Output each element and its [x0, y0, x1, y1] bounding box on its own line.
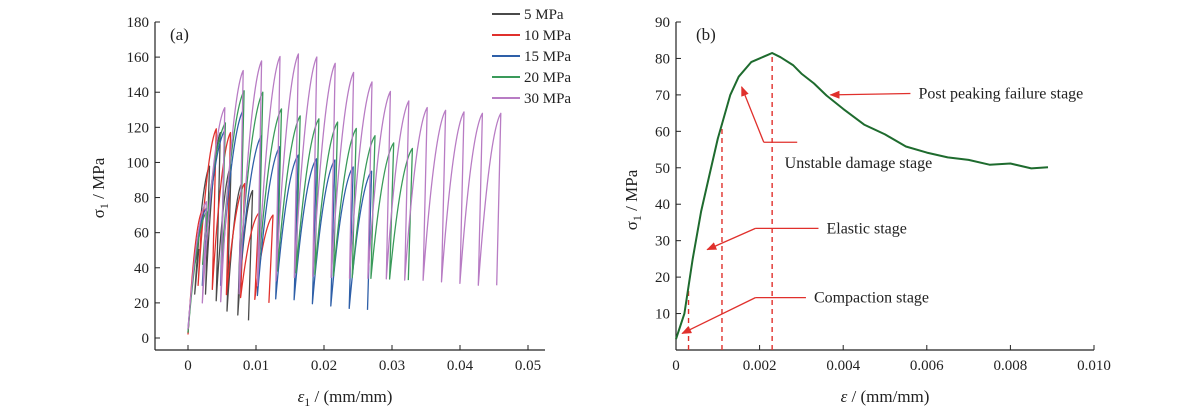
panel-a-axes — [154, 22, 545, 351]
panel-a-x-tick-label: 0.05 — [515, 358, 541, 374]
panel-b-ticks: 0 0.002 0.004 0.006 0.008 0.010 10 20 30 40 50 60 70… — [655, 15, 1111, 374]
panel-b-y-axis-symbol: σ — [622, 221, 641, 230]
panel-b-label: (b) — [696, 25, 716, 44]
panel-a-series-4 — [187, 53, 502, 330]
panel-a-x-tick-label: 0.01 — [243, 358, 269, 374]
panel-a-y-tick-label: 20 — [134, 296, 149, 312]
panel-b-y-tick-label: 60 — [655, 124, 670, 140]
panel-a-x-axis-unit: / (mm/mm) — [310, 387, 392, 406]
panel-a-y-tick-label: 80 — [134, 191, 149, 207]
panel-b-x-axis-symbol: ε — [841, 387, 848, 406]
panel-a-x-axis-label: ε1 / (mm/mm) — [298, 387, 393, 409]
panel-a-y-tick-label: 60 — [134, 226, 149, 242]
panel-a-x-tick-label: 0.02 — [311, 358, 337, 374]
panel-b-x-tick-label: 0.002 — [743, 358, 777, 374]
panel-b-y-tick-label: 70 — [655, 88, 670, 104]
panel-a: (a) 0 0.01 0.02 0.03 0.04 0.05020406080100120… — [89, 7, 571, 409]
panel-b: (b) 0 0.002 0.004 0.006 0.008 0.010 10 20 30 40 50… — [622, 15, 1111, 406]
panel-a-series-0 — [187, 131, 254, 333]
panel-b-x-tick-label: 0.004 — [826, 358, 860, 374]
legend-label: 10 MPa — [524, 28, 571, 44]
panel-b-y-tick-label: 30 — [655, 234, 670, 250]
panel-b-stress-strain-curve — [675, 52, 1049, 340]
panel-a-x-tick-label: 0.04 — [447, 358, 474, 374]
panel-a-x-tick-label: 0.03 — [379, 358, 405, 374]
panel-b-y-tick-label: 80 — [655, 51, 670, 67]
legend-label: 15 MPa — [524, 49, 571, 65]
stage-annotation-label: Unstable damage stage — [785, 155, 933, 172]
panel-b-stage-lines — [687, 52, 773, 350]
panel-a-x-axis-symbol: ε — [298, 387, 305, 406]
panel-b-y-tick-label: 40 — [655, 197, 670, 213]
panel-a-label: (a) — [170, 25, 189, 44]
panel-b-x-tick-label: 0 — [672, 358, 680, 374]
panel-b-y-tick-label: 50 — [655, 161, 670, 177]
panel-a-y-axis-subscript: 1 — [97, 203, 111, 209]
panel-a-series — [187, 53, 502, 335]
annotation-arrow — [829, 90, 911, 99]
panel-b-y-tick-label: 90 — [655, 15, 670, 31]
panel-b-y-axis-unit: / MPa — [622, 169, 641, 215]
panel-b-x-tick-label: 0.006 — [910, 358, 944, 374]
panel-a-y-axis-symbol: σ — [89, 209, 108, 218]
panel-b-x-tick-label: 0.010 — [1077, 358, 1111, 374]
panel-a-y-tick-label: 120 — [127, 120, 150, 136]
panel-b-y-tick-label: 10 — [655, 307, 670, 323]
stage-annotation-label: Elastic stage — [826, 220, 906, 237]
stage-annotation-label: Post peaking failure stage — [918, 86, 1083, 103]
panel-a-x-tick-label: 0 — [184, 358, 192, 374]
panel-b-x-axis-label: ε / (mm/mm) — [841, 387, 930, 406]
annotation-arrow — [741, 86, 765, 143]
legend-label: 20 MPa — [524, 70, 571, 86]
annotation-arrow — [681, 297, 756, 335]
panel-a-x-axis-subscript: 1 — [304, 395, 310, 409]
panel-b-series — [675, 52, 1049, 340]
panel-b-y-axis-label: σ1 / MPa — [622, 169, 644, 230]
panel-a-y-tick-label: 0 — [142, 331, 150, 347]
panel-a-y-tick-label: 40 — [134, 261, 149, 277]
panel-a-y-axis-label: σ1 / MPa — [89, 157, 111, 218]
panel-b-annotations: Post peaking failure stage Unstable damag… — [681, 86, 1083, 335]
panel-a-y-tick-label: 180 — [127, 15, 150, 31]
panel-a-y-tick-label: 160 — [127, 50, 150, 66]
panel-a-y-tick-label: 100 — [127, 155, 150, 171]
legend-label: 30 MPa — [524, 91, 571, 107]
panel-b-axes — [675, 22, 1094, 351]
annotation-arrow — [706, 227, 756, 251]
panel-b-y-tick-label: 20 — [655, 270, 670, 286]
stage-annotation-label: Compaction stage — [814, 290, 929, 307]
panel-a-y-tick-label: 140 — [127, 85, 150, 101]
panel-a-y-axis-unit: / MPa — [89, 157, 108, 203]
panel-b-y-axis-subscript: 1 — [630, 215, 644, 221]
panel-b-x-tick-label: 0.008 — [994, 358, 1028, 374]
legend-label: 5 MPa — [524, 7, 564, 23]
panel-a-series-3 — [187, 90, 414, 333]
panel-a-legend: 5 MPa 10 MPa 15 MPa 20 MPa 30 MPa — [492, 7, 571, 107]
panel-b-x-axis-unit: / (mm/mm) — [847, 387, 929, 406]
panel-a-ticks: 0 0.01 0.02 0.03 0.04 0.05 0 20 40 60 80 100 120 140 1… — [127, 15, 542, 374]
